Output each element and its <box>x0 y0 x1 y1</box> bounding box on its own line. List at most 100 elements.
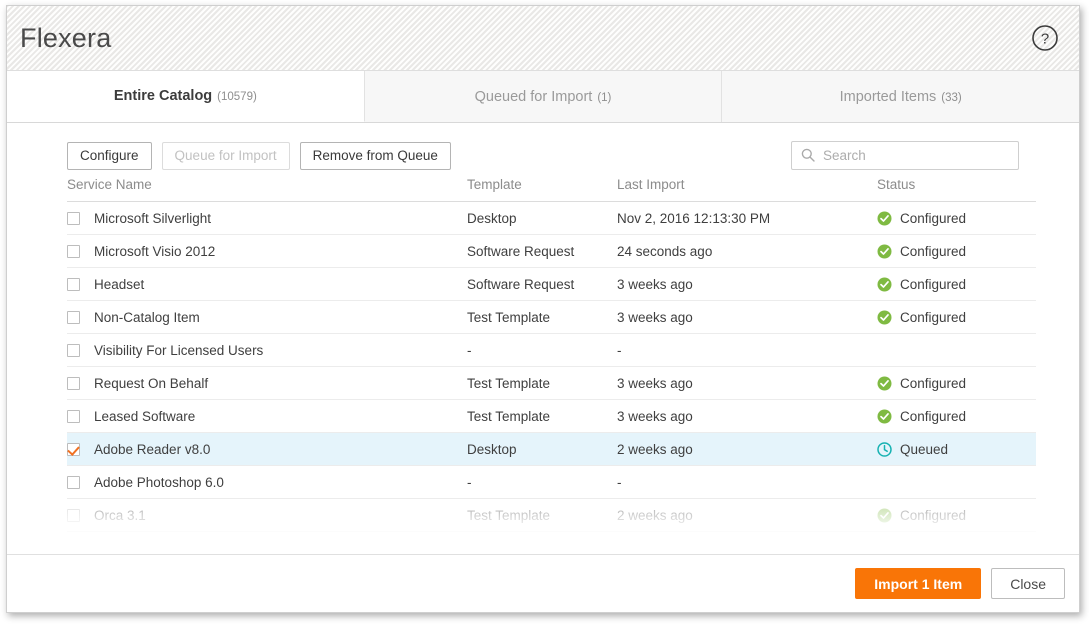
status-badge: Configured <box>877 310 1036 325</box>
last-import-label: 3 weeks ago <box>617 276 693 292</box>
cell-last-import: 3 weeks ago <box>617 267 877 301</box>
cell-template: Test Template <box>467 498 617 532</box>
cell-status <box>877 333 1036 367</box>
template-label: Test Template <box>467 408 551 424</box>
table-row[interactable]: Request On Behalf Test Template 3 weeks ag… <box>67 366 1036 400</box>
cell-status: Configured <box>877 399 1036 433</box>
cell-template: Software Request <box>467 234 617 268</box>
service-name-label: Headset <box>94 276 145 292</box>
check-circle-icon <box>877 277 892 291</box>
tab-entire-catalog[interactable]: Entire Catalog (10579) <box>7 71 365 122</box>
service-name-label: Adobe Reader v8.0 <box>94 441 211 457</box>
cell-status: Configured <box>877 201 1036 235</box>
cell-last-import: 3 weeks ago <box>617 366 877 400</box>
cell-last-import: 2 weeks ago <box>617 432 877 466</box>
column-header-service-name[interactable]: Service Name <box>67 177 467 202</box>
service-name-label: Adobe Photoshop 6.0 <box>94 474 224 490</box>
help-circle-icon[interactable]: ? <box>1031 24 1059 52</box>
column-header-template[interactable]: Template <box>467 177 617 202</box>
last-import-label: - <box>617 342 622 358</box>
content-area: Configure Queue for Import Remove from Q… <box>7 123 1079 554</box>
table-row[interactable]: Microsoft Silverlight Desktop Nov 2, 2016 … <box>67 201 1036 235</box>
check-circle-icon <box>877 244 892 258</box>
toolbar: Configure Queue for Import Remove from Q… <box>67 123 1019 177</box>
cell-last-import: 24 seconds ago <box>617 234 877 268</box>
row-checkbox[interactable] <box>67 442 80 456</box>
row-checkbox[interactable] <box>67 475 80 489</box>
row-checkbox[interactable] <box>67 343 80 357</box>
template-label: Software Request <box>467 276 575 292</box>
cell-last-import: 3 weeks ago <box>617 300 877 334</box>
cell-template: Desktop <box>467 201 617 235</box>
search-box <box>791 141 1019 170</box>
status-badge: Configured <box>877 376 1036 391</box>
column-header-last-import[interactable]: Last Import <box>617 177 877 202</box>
last-import-label: 24 seconds ago <box>617 243 713 259</box>
cell-status: Configured <box>877 267 1036 301</box>
status-label: Configured <box>900 309 967 325</box>
status-badge: Configured <box>877 244 1036 259</box>
template-label: - <box>467 342 472 358</box>
close-button[interactable]: Close <box>991 568 1065 599</box>
table-row[interactable]: Adobe Reader v8.0 Desktop 2 weeks ago Queue… <box>67 432 1036 466</box>
search-icon <box>801 148 815 162</box>
import-button[interactable]: Import 1 Item <box>855 568 982 599</box>
table-row[interactable]: Orca 3.1 Test Template 2 weeks ago Configur… <box>67 498 1036 532</box>
status-label: Configured <box>900 243 967 259</box>
status-badge: Configured <box>877 211 1036 226</box>
check-circle-icon <box>877 211 892 225</box>
table-row[interactable]: Adobe Photoshop 6.0 - - <box>67 465 1036 499</box>
column-header-status[interactable]: Status <box>877 177 1036 202</box>
row-checkbox[interactable] <box>67 310 80 324</box>
row-checkbox[interactable] <box>67 277 80 291</box>
remove-from-queue-button[interactable]: Remove from Queue <box>299 141 451 170</box>
cell-template: Test Template <box>467 300 617 334</box>
tab-count: (33) <box>941 91 962 104</box>
status-label: Configured <box>900 375 967 391</box>
cell-last-import: - <box>617 465 877 499</box>
cell-template: - <box>467 333 617 367</box>
tab-imported-items[interactable]: Imported Items (33) <box>722 71 1080 122</box>
table-row[interactable]: Microsoft Visio 2012 Software Request 24 s… <box>67 234 1036 268</box>
clock-icon <box>877 441 892 457</box>
cell-status: Configured <box>877 300 1036 334</box>
modal-window: Flexera ? Entire Catalog (10579) Queued … <box>6 5 1080 613</box>
service-name-label: Leased Software <box>94 408 196 424</box>
service-name-label: Microsoft Visio 2012 <box>94 243 216 259</box>
table-row[interactable]: Non-Catalog Item Test Template 3 weeks ago… <box>67 300 1036 334</box>
row-checkbox[interactable] <box>67 376 80 390</box>
tab-label: Imported Items <box>839 88 937 105</box>
table-row[interactable]: Headset Software Request 3 weeks ago Config… <box>67 267 1036 301</box>
table-row[interactable]: Leased Software Test Template 3 weeks ago C… <box>67 399 1036 433</box>
svg-text:?: ? <box>1041 31 1049 48</box>
row-checkbox[interactable] <box>67 409 80 423</box>
configure-button[interactable]: Configure <box>67 141 152 170</box>
catalog-table: Service Name Template Last Import Status… <box>67 177 1036 532</box>
status-label: Configured <box>900 210 967 226</box>
cell-last-import: 2 weeks ago <box>617 498 877 532</box>
cell-template: Test Template <box>467 399 617 433</box>
template-label: - <box>467 474 472 490</box>
check-circle-icon <box>877 376 892 390</box>
status-badge: Configured <box>877 508 1036 523</box>
last-import-label: 2 weeks ago <box>617 441 693 457</box>
status-label: Configured <box>900 408 967 424</box>
cell-service-name: Non-Catalog Item <box>67 300 467 334</box>
table-row[interactable]: Visibility For Licensed Users - - <box>67 333 1036 367</box>
cell-status: Queued <box>877 432 1036 466</box>
row-checkbox[interactable] <box>67 211 80 225</box>
row-checkbox[interactable] <box>67 244 80 258</box>
tab-queued-for-import[interactable]: Queued for Import (1) <box>364 71 723 122</box>
tab-label: Entire Catalog <box>113 88 213 104</box>
service-name-label: Microsoft Silverlight <box>94 210 212 226</box>
service-name-label: Non-Catalog Item <box>94 309 200 325</box>
table-body: Microsoft Silverlight Desktop Nov 2, 2016 … <box>67 201 1036 532</box>
cell-service-name: Visibility For Licensed Users <box>67 333 467 367</box>
tab-bar: Entire Catalog (10579) Queued for Import… <box>7 71 1080 123</box>
row-checkbox[interactable] <box>67 508 80 522</box>
cell-template: Desktop <box>467 432 617 466</box>
search-input[interactable] <box>791 141 1019 170</box>
cell-template: - <box>467 465 617 499</box>
queue-for-import-button[interactable]: Queue for Import <box>161 141 290 170</box>
